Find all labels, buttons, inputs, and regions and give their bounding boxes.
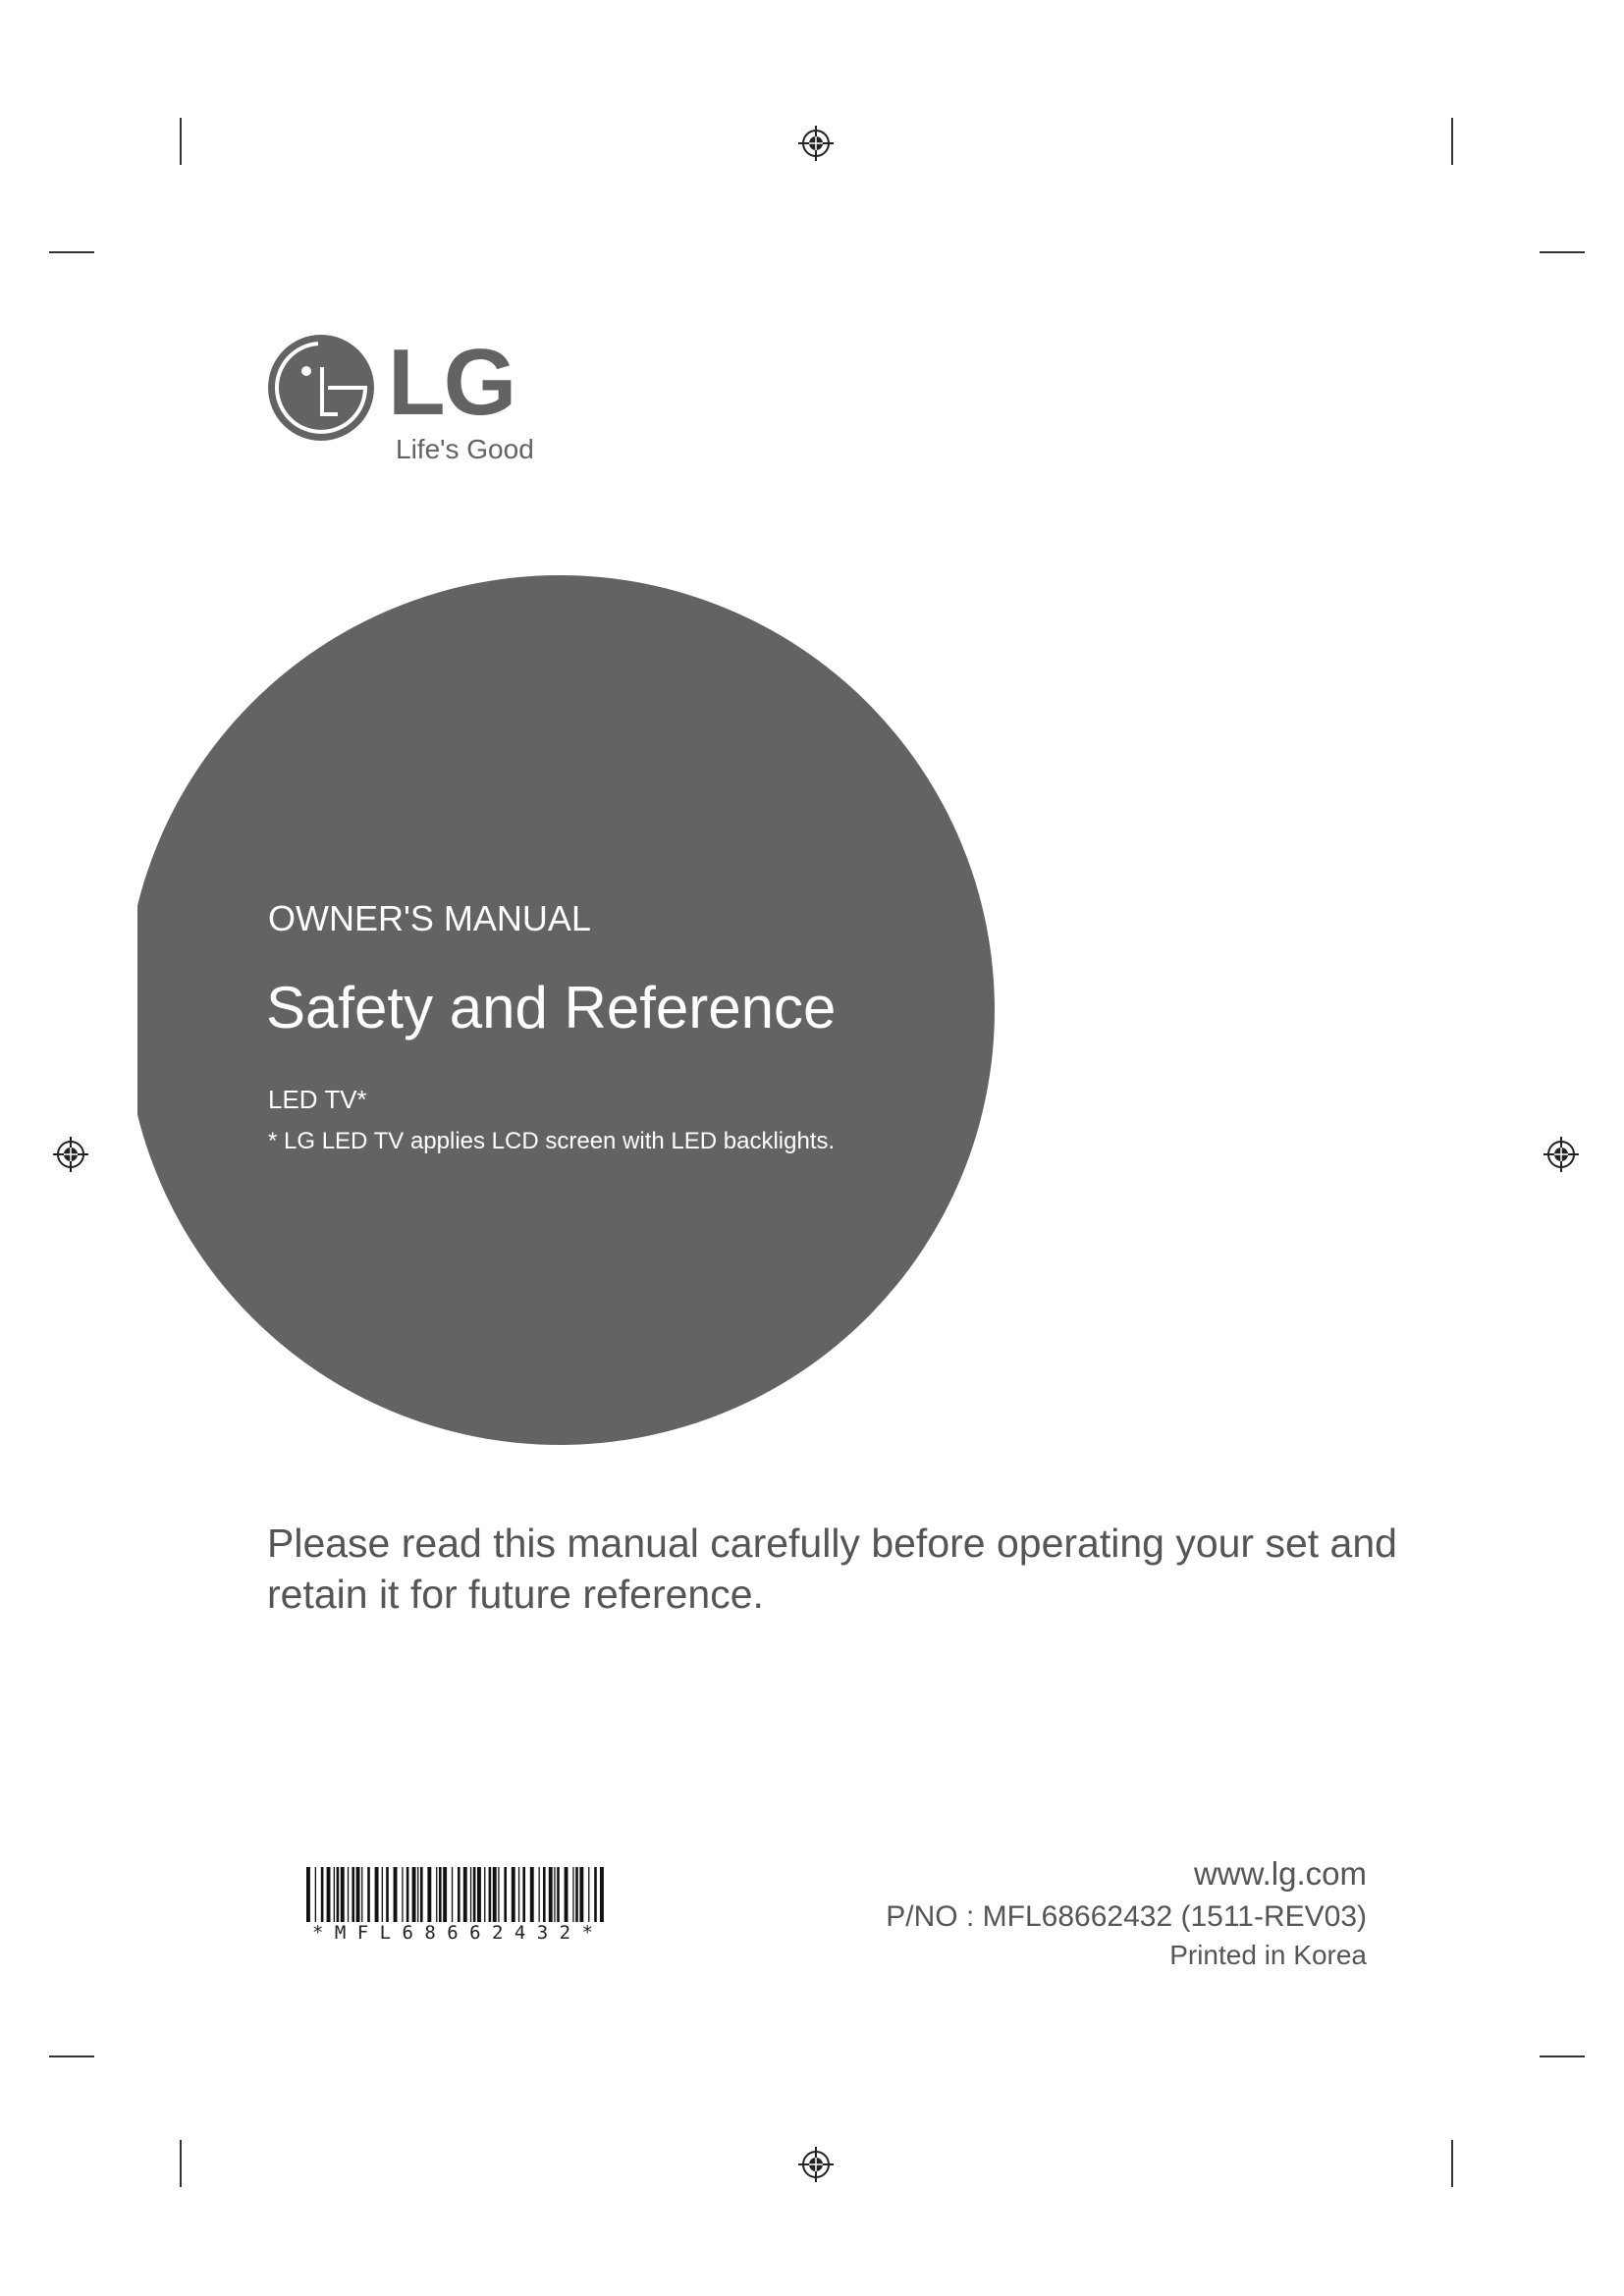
crop-mark [180, 118, 182, 165]
registration-mark-icon [798, 2147, 834, 2182]
website-link[interactable]: www.lg.com [1193, 1855, 1367, 1892]
barcode-bar [306, 1867, 310, 1922]
read-notice: Please read this manual carefully before… [267, 1518, 1397, 1620]
barcode-bar [427, 1867, 432, 1922]
manual-type: OWNER'S MANUAL [268, 898, 591, 938]
barcode-bar [538, 1867, 540, 1922]
barcode-bar [579, 1867, 584, 1922]
printed-in: Printed in Korea [1169, 1940, 1367, 1970]
barcode-bar [333, 1867, 335, 1922]
barcode-bar [488, 1867, 492, 1922]
product-footnote: * LG LED TV applies LCD screen with LED … [268, 1128, 836, 1154]
registration-mark-icon [798, 126, 834, 161]
barcode-bar [443, 1867, 448, 1922]
barcode-bar [477, 1867, 481, 1922]
crop-mark [180, 2140, 182, 2187]
crop-mark [49, 251, 94, 253]
barcode-bar [564, 1867, 568, 1922]
barcode-bar [355, 1867, 360, 1922]
crop-mark [49, 2056, 94, 2057]
barcode-bar [600, 1867, 604, 1922]
barcode-bar [575, 1867, 578, 1922]
barcode-bar [462, 1867, 467, 1922]
barcode-bar [336, 1867, 340, 1922]
barcode-bar [340, 1867, 345, 1922]
lg-brand-text: LG [388, 330, 516, 435]
crop-mark [1540, 251, 1585, 253]
barcode-bar [504, 1867, 507, 1922]
barcode-bar [572, 1867, 574, 1922]
page-title: Safety and Reference [266, 975, 837, 1041]
barcode-bar [352, 1867, 354, 1922]
barcode-bar [320, 1867, 324, 1922]
crop-mark [1540, 2056, 1585, 2057]
read-notice-line: retain it for future reference. [267, 1572, 764, 1617]
registration-mark-icon [1543, 1137, 1579, 1172]
barcode-bar [588, 1867, 590, 1922]
barcode-bar [326, 1867, 331, 1922]
barcode-bar [517, 1867, 520, 1922]
part-number: P/NO : MFL68662432 (1511-REV03) [886, 1900, 1367, 1933]
barcode-bar [594, 1867, 597, 1922]
lg-face-logo-icon [268, 335, 374, 441]
crop-mark [1451, 2140, 1453, 2187]
barcode-bar [543, 1867, 546, 1922]
barcode [306, 1867, 604, 1922]
barcode-bar [402, 1867, 404, 1922]
lg-tagline: Life's Good [396, 434, 534, 464]
barcode-bar [436, 1867, 438, 1922]
barcode-bar [386, 1867, 389, 1922]
barcode-bar [484, 1867, 486, 1922]
barcode-bar [451, 1867, 454, 1922]
read-notice-line: Please read this manual carefully before… [267, 1521, 1397, 1566]
barcode-bar [472, 1867, 476, 1922]
barcode-bar [381, 1867, 383, 1922]
barcode-bar [469, 1867, 472, 1922]
barcode-bar [498, 1867, 500, 1922]
barcode-bar [361, 1867, 363, 1922]
barcode-bar [492, 1867, 497, 1922]
barcode-bar [458, 1867, 460, 1922]
barcode-bar [522, 1867, 525, 1922]
barcode-bar [557, 1867, 560, 1922]
barcode-bar [374, 1867, 379, 1922]
barcode-bar [439, 1867, 442, 1922]
barcode-bar [393, 1867, 398, 1922]
barcode-bar [367, 1867, 370, 1922]
barcode-bar [417, 1867, 419, 1922]
registration-mark-icon [53, 1137, 88, 1172]
barcode-bar [548, 1867, 553, 1922]
barcode-text: * M F L 6 8 6 6 2 4 3 2 * [312, 1922, 593, 1944]
crop-mark [1451, 118, 1453, 165]
barcode-bar [420, 1867, 423, 1922]
cover-circle [137, 575, 995, 1445]
barcode-bar [529, 1867, 534, 1922]
barcode-bar [511, 1867, 515, 1922]
barcode-bar [314, 1867, 316, 1922]
barcode-bar [411, 1867, 416, 1922]
product-type: LED TV* [268, 1085, 367, 1114]
barcode-bar [347, 1867, 350, 1922]
barcode-bar [554, 1867, 556, 1922]
barcode-bar [406, 1867, 409, 1922]
